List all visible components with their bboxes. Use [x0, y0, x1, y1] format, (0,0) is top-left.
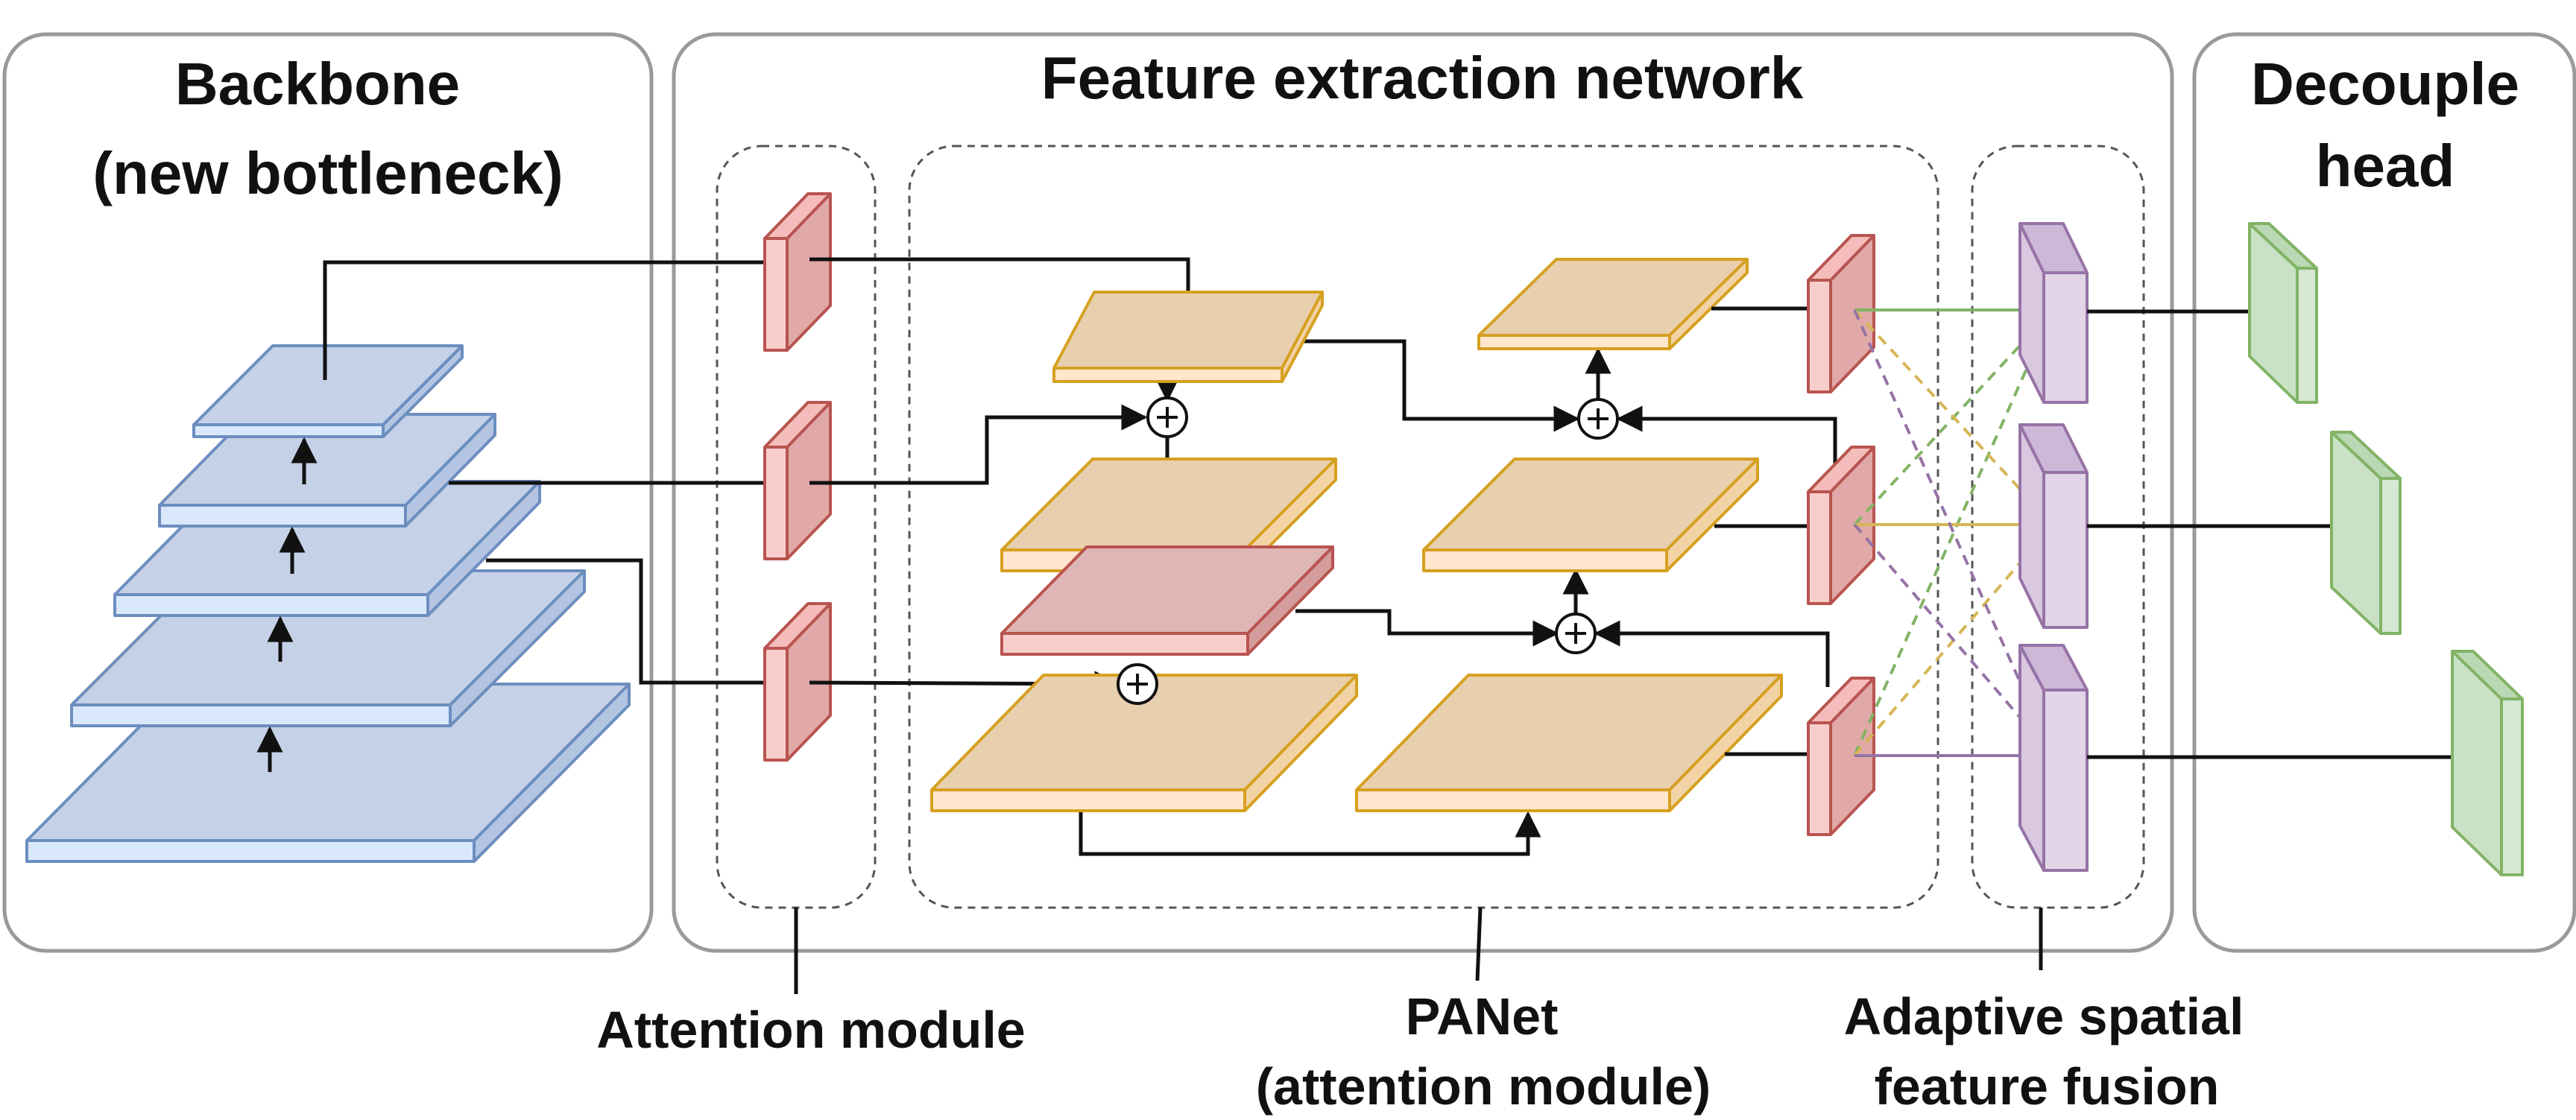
feature-extraction-panel	[672, 32, 2174, 953]
backbone-layer-1	[192, 344, 464, 438]
backbone-upward-arrows	[256, 437, 318, 772]
panet-bottom-up-n5	[1477, 258, 1749, 350]
asff-block-2	[2018, 423, 2089, 629]
head-blocks	[2248, 222, 2524, 876]
head-block-3	[2451, 650, 2524, 876]
feature-extraction-title: Feature extraction network	[1041, 45, 1804, 111]
callout-leaders	[794, 907, 2043, 994]
panet-attention-map	[1000, 545, 1334, 656]
panet-top-down-p3	[930, 674, 1358, 812]
backbone-to-attention-lines	[323, 260, 765, 685]
panet-sublabel: (attention module)	[1256, 1057, 1711, 1116]
asff-sublabel: feature fusion	[1875, 1057, 2220, 1116]
panet-bottom-up-n3	[1355, 674, 1783, 812]
asff-blocks	[2018, 222, 2089, 872]
sum-nodes	[1117, 396, 1619, 705]
backbone-subtitle: (new bottleneck)	[92, 140, 563, 206]
panet-box	[908, 145, 1939, 909]
panet-feature-maps	[930, 258, 1783, 812]
asff-block-1	[2018, 222, 2089, 404]
panet-bottom-up-n4	[1422, 458, 1759, 572]
backbone-title: Backbone	[175, 51, 460, 117]
output-attention-block-3	[1807, 677, 1875, 836]
attention-block-2	[763, 401, 832, 560]
attention-block-1	[763, 192, 832, 352]
attention-blocks	[763, 192, 832, 762]
sum-node-icon	[1146, 396, 1188, 438]
output-attention-block-2	[1807, 446, 1875, 605]
asff-label: Adaptive spatial	[1844, 987, 2244, 1045]
panet-label: PANet	[1406, 987, 1559, 1045]
backbone-pyramid	[25, 344, 631, 863]
sum-node-icon	[1555, 613, 1597, 654]
sum-node-icon	[1577, 398, 1619, 440]
output-attention-block-1	[1807, 234, 1875, 393]
decouple-head-title-2: head	[2316, 133, 2455, 199]
attention-module-label: Attention module	[596, 1001, 1025, 1059]
head-block-2	[2330, 431, 2402, 635]
decouple-head-title: Decouple	[2251, 51, 2519, 117]
panet-connections	[809, 257, 1611, 856]
asff-block-3	[2018, 644, 2089, 872]
head-block-1	[2248, 222, 2318, 404]
sum-node-icon	[1117, 663, 1158, 705]
panet-to-attention-lines	[1594, 306, 1837, 756]
panet-top-down-p5	[1052, 291, 1324, 383]
attention-block-3	[763, 602, 832, 762]
output-attention-blocks	[1807, 234, 1875, 836]
